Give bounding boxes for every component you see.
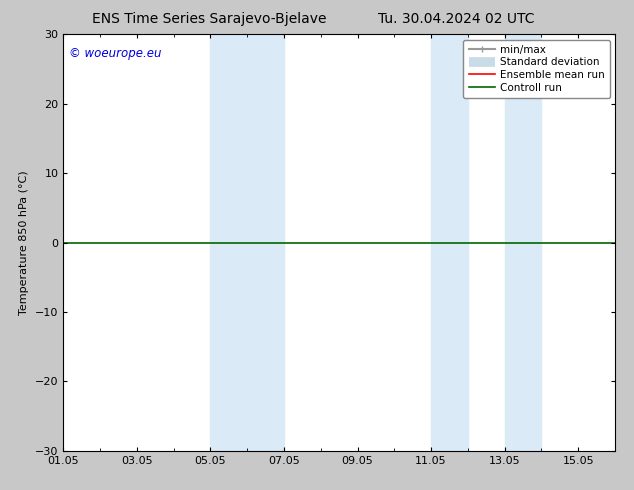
Bar — [210, 34, 247, 451]
Bar — [431, 34, 468, 451]
Legend: min/max, Standard deviation, Ensemble mean run, Controll run: min/max, Standard deviation, Ensemble me… — [463, 40, 610, 98]
Bar — [505, 34, 541, 451]
Bar — [247, 34, 284, 451]
Text: Tu. 30.04.2024 02 UTC: Tu. 30.04.2024 02 UTC — [378, 12, 534, 26]
Text: © woeurope.eu: © woeurope.eu — [69, 47, 162, 60]
Text: ENS Time Series Sarajevo-Bjelave: ENS Time Series Sarajevo-Bjelave — [92, 12, 327, 26]
Y-axis label: Temperature 850 hPa (°C): Temperature 850 hPa (°C) — [20, 170, 30, 315]
